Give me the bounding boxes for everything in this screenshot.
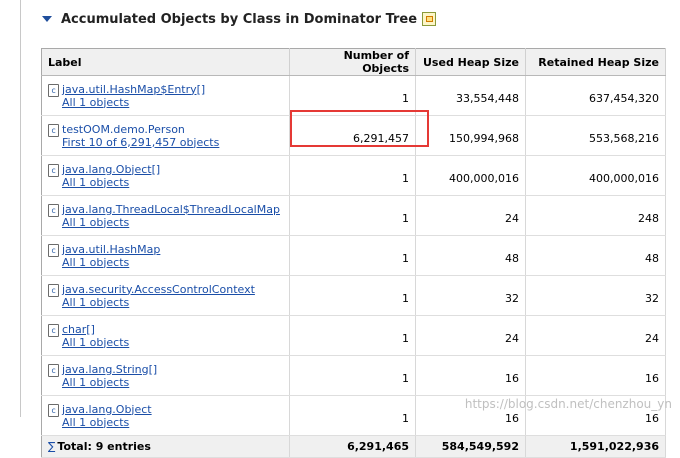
class-name-link[interactable]: java.util.HashMap — [62, 242, 161, 256]
used-heap-size: 32 — [415, 275, 526, 316]
used-heap-size: 16 — [415, 355, 526, 396]
label-cell: c char[] All 1 objects — [41, 315, 290, 356]
objects-count: 6,291,457 — [289, 115, 416, 156]
left-frame-border — [20, 0, 21, 417]
objects-count: 1 — [289, 355, 416, 396]
table-row[interactable]: c java.security.AccessControlContext All 1… — [41, 275, 666, 316]
class-file-icon: c — [48, 323, 59, 337]
total-row: ∑ Total: 9 entries 6,291,465 584,549,592 … — [41, 435, 666, 458]
retained-heap-size: 553,568,216 — [525, 115, 666, 156]
label-cell: c java.util.HashMap$Entry[] All 1 objects — [41, 75, 290, 116]
label-cell: c testOOM.demo.Person First 10 of 6,291,45… — [41, 115, 290, 156]
class-name-link[interactable]: char[] — [62, 322, 95, 336]
objects-link[interactable]: First 10 of 6,291,457 objects — [62, 135, 220, 149]
used-heap-size: 400,000,016 — [415, 155, 526, 196]
total-objects: 6,291,465 — [289, 435, 416, 458]
class-name-link[interactable]: java.lang.ThreadLocal$ThreadLocalMap — [62, 202, 280, 216]
table-header-row: Label Number of Objects Used Heap Size R… — [41, 48, 666, 76]
class-name-link[interactable]: java.lang.String[] — [62, 362, 158, 376]
export-icon[interactable] — [422, 12, 437, 26]
chevron-down-icon[interactable] — [42, 16, 52, 22]
objects-count: 1 — [289, 275, 416, 316]
objects-count: 1 — [289, 315, 416, 356]
table-row[interactable]: c java.util.HashMap All 1 objects 1 48 48 — [41, 235, 666, 276]
objects-link[interactable]: All 1 objects — [62, 95, 130, 109]
class-file-icon: c — [48, 203, 59, 217]
used-heap-size: 33,554,448 — [415, 75, 526, 116]
used-heap-size: 24 — [415, 315, 526, 356]
objects-link[interactable]: All 1 objects — [62, 255, 130, 269]
used-heap-size: 48 — [415, 235, 526, 276]
section-title: Accumulated Objects by Class in Dominato… — [61, 11, 418, 27]
objects-count: 1 — [289, 155, 416, 196]
total-label: Total: 9 entries — [57, 440, 151, 453]
retained-heap-size: 637,454,320 — [525, 75, 666, 116]
objects-link[interactable]: All 1 objects — [62, 375, 130, 389]
class-file-icon: c — [48, 83, 59, 97]
highlight-annotation — [290, 110, 429, 147]
table-row[interactable]: c java.util.HashMap$Entry[] All 1 objects 1… — [41, 75, 666, 116]
label-cell: c java.lang.Object All 1 objects — [41, 395, 290, 436]
label-cell: c java.lang.Object[] All 1 objects — [41, 155, 290, 196]
class-name-link[interactable]: java.lang.Object[] — [62, 162, 161, 176]
table-row[interactable]: c java.lang.Object[] All 1 objects 1 400,000… — [41, 155, 666, 196]
total-used-heap: 584,549,592 — [415, 435, 526, 458]
objects-link[interactable]: All 1 objects — [62, 295, 130, 309]
total-retained-heap: 1,591,022,936 — [525, 435, 666, 458]
column-header-retained-heap[interactable]: Retained Heap Size — [525, 48, 666, 76]
retained-heap-size: 248 — [525, 195, 666, 236]
sigma-icon: ∑ — [48, 440, 56, 453]
objects-link[interactable]: All 1 objects — [62, 215, 130, 229]
objects-count: 1 — [289, 195, 416, 236]
used-heap-size: 24 — [415, 195, 526, 236]
objects-count: 1 — [289, 395, 416, 436]
retained-heap-size: 48 — [525, 235, 666, 276]
retained-heap-size: 400,000,016 — [525, 155, 666, 196]
watermark: https://blog.csdn.net/chenzhou_yn — [464, 397, 672, 411]
objects-count: 1 — [289, 235, 416, 276]
objects-count: 1 — [289, 75, 416, 116]
retained-heap-size: 32 — [525, 275, 666, 316]
table-row[interactable]: c java.lang.ThreadLocal$ThreadLocalMap All… — [41, 195, 666, 236]
column-header-used-heap[interactable]: Used Heap Size — [415, 48, 526, 76]
total-label-cell: ∑ Total: 9 entries — [41, 435, 290, 458]
retained-heap-size: 16 — [525, 355, 666, 396]
class-file-icon: c — [48, 363, 59, 377]
label-cell: c java.lang.String[] All 1 objects — [41, 355, 290, 396]
table-row[interactable]: c java.lang.String[] All 1 objects 1 16 16 — [41, 355, 666, 396]
label-cell: c java.util.HashMap All 1 objects — [41, 235, 290, 276]
objects-link[interactable]: All 1 objects — [62, 415, 130, 429]
label-cell: c java.lang.ThreadLocal$ThreadLocalMap All… — [41, 195, 290, 236]
label-cell: c java.security.AccessControlContext All 1… — [41, 275, 290, 316]
section-header[interactable]: Accumulated Objects by Class in Dominato… — [42, 10, 437, 28]
column-header-objects[interactable]: Number of Objects — [289, 48, 416, 76]
class-name-link[interactable]: testOOM.demo.Person — [62, 122, 185, 136]
class-name-link[interactable]: java.security.AccessControlContext — [62, 282, 255, 296]
objects-link[interactable]: All 1 objects — [62, 175, 130, 189]
class-file-icon: c — [48, 243, 59, 257]
table-row[interactable]: c testOOM.demo.Person First 10 of 6,291,45… — [41, 115, 666, 156]
class-file-icon: c — [48, 403, 59, 417]
class-file-icon: c — [48, 163, 59, 177]
class-file-icon: c — [48, 123, 59, 137]
objects-link[interactable]: All 1 objects — [62, 335, 130, 349]
used-heap-size: 150,994,968 — [415, 115, 526, 156]
table-row[interactable]: c char[] All 1 objects 1 24 24 — [41, 315, 666, 356]
class-file-icon: c — [48, 283, 59, 297]
retained-heap-size: 24 — [525, 315, 666, 356]
class-name-link[interactable]: java.util.HashMap$Entry[] — [62, 82, 206, 96]
column-header-label[interactable]: Label — [41, 48, 290, 76]
class-name-link[interactable]: java.lang.Object — [62, 402, 152, 416]
